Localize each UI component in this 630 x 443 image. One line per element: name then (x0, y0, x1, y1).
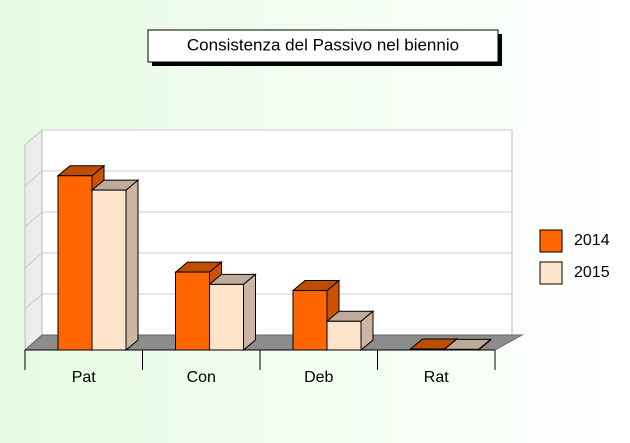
bar (90, 179, 140, 352)
x-tick-label: Pat (72, 369, 97, 386)
title-box (147, 29, 499, 63)
left-wall (24, 128, 43, 352)
bar-front (326, 320, 362, 351)
grid-line (24, 170, 43, 187)
bar-side (125, 179, 139, 352)
x-tick-label: Con (187, 369, 216, 386)
grid-line (24, 293, 43, 310)
grid-line (24, 252, 43, 269)
legend-swatch (539, 261, 563, 285)
grid-line (24, 129, 43, 146)
legend-label: 2014 (574, 232, 610, 249)
legend-swatch (539, 229, 563, 253)
legend-label: 2015 (574, 264, 610, 281)
x-tick-label: Deb (304, 369, 333, 386)
grid-line (24, 211, 43, 228)
bar (443, 338, 492, 352)
bar (325, 310, 375, 352)
bar-front (91, 189, 127, 351)
bar-front (444, 348, 479, 351)
bar-front (175, 271, 210, 351)
bar-front (410, 348, 445, 351)
x-tick-label: Rat (424, 369, 449, 386)
bar-front (292, 290, 328, 351)
bar (208, 273, 257, 352)
bar-side (243, 273, 256, 352)
bar-front (209, 283, 244, 351)
bar-front (57, 175, 93, 351)
plot: Pat Con Deb Rat 2014 2015 (23, 128, 610, 386)
chart-title: Consistenza del Passivo nel biennio (187, 35, 459, 54)
